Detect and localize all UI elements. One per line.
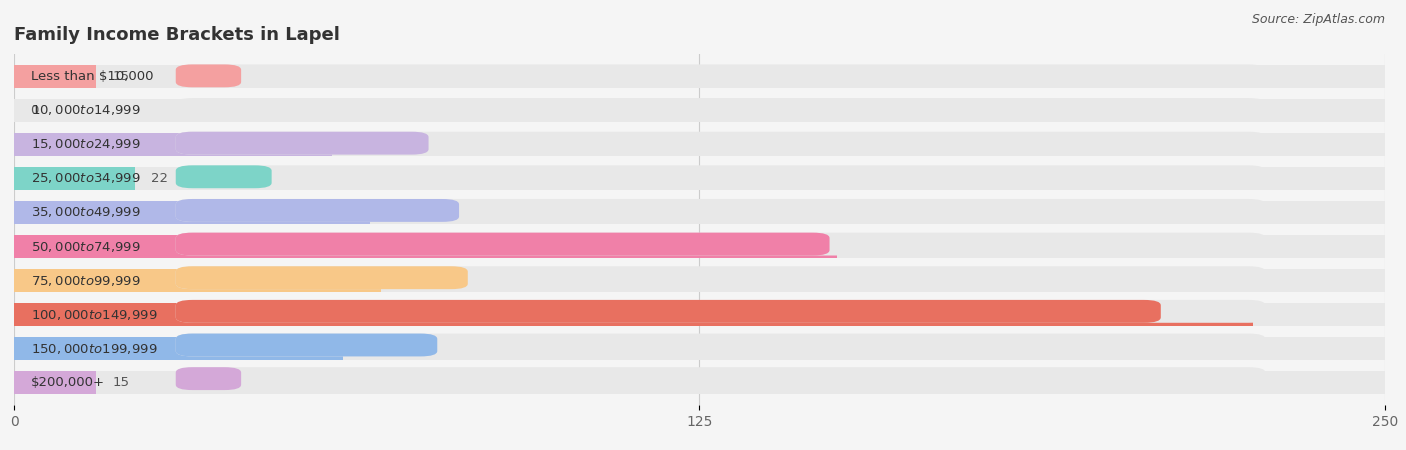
Text: $15,000 to $24,999: $15,000 to $24,999 (31, 137, 141, 151)
Bar (14, 64, 96, 88)
Bar (14, 99, 1385, 122)
Bar (14, 303, 1253, 326)
Text: 60: 60 (360, 342, 377, 355)
Text: $10,000 to $14,999: $10,000 to $14,999 (31, 103, 141, 117)
Text: Family Income Brackets in Lapel: Family Income Brackets in Lapel (14, 26, 340, 44)
Text: $50,000 to $74,999: $50,000 to $74,999 (31, 239, 141, 253)
Text: 22: 22 (152, 172, 169, 185)
Bar (14, 303, 1385, 326)
Text: $100,000 to $149,999: $100,000 to $149,999 (31, 308, 157, 322)
Bar (14, 371, 96, 395)
Text: Less than $10,000: Less than $10,000 (31, 70, 153, 83)
Text: $35,000 to $49,999: $35,000 to $49,999 (31, 206, 141, 220)
Text: 150: 150 (794, 240, 820, 253)
Bar (14, 269, 1385, 292)
Bar (14, 235, 837, 258)
Bar (14, 133, 1385, 156)
Bar (14, 337, 1385, 360)
Text: 15: 15 (112, 376, 129, 389)
Text: 67: 67 (398, 274, 415, 287)
Bar (14, 235, 1385, 258)
Text: 0: 0 (31, 104, 39, 117)
Text: $75,000 to $99,999: $75,000 to $99,999 (31, 274, 141, 288)
Bar (14, 133, 332, 156)
Text: $25,000 to $34,999: $25,000 to $34,999 (31, 171, 141, 185)
Text: 65: 65 (387, 206, 404, 219)
Bar (14, 167, 135, 190)
Bar (14, 64, 1385, 88)
Bar (14, 167, 1385, 190)
Text: 226: 226 (1212, 308, 1237, 321)
Bar (14, 201, 1385, 224)
Text: Source: ZipAtlas.com: Source: ZipAtlas.com (1251, 14, 1385, 27)
Text: 58: 58 (349, 138, 366, 151)
Bar (14, 337, 343, 360)
Text: $200,000+: $200,000+ (31, 376, 104, 389)
Text: $150,000 to $199,999: $150,000 to $199,999 (31, 342, 157, 356)
Bar (14, 371, 1385, 395)
Text: 15: 15 (112, 70, 129, 83)
Bar (14, 269, 381, 292)
Bar (14, 201, 371, 224)
